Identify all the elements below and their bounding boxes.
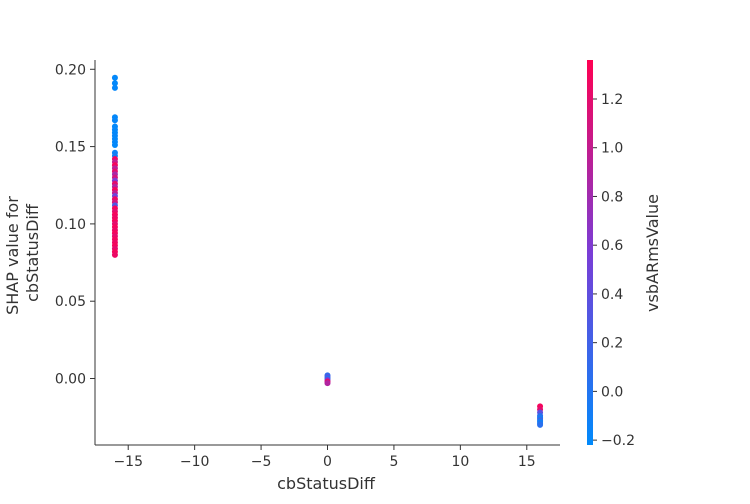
colorbar-ticks: −0.2 0.0 0.2 0.4 0.6 0.8 1.0 1.2 xyxy=(593,92,635,449)
x-axis-ticks: −15 −10 −5 0 5 10 15 xyxy=(113,445,536,470)
x-tick-label: 5 xyxy=(389,454,398,470)
y-axis-ticks: 0.00 0.05 0.10 0.15 0.20 xyxy=(55,62,95,388)
x-tick-label: 15 xyxy=(518,454,536,470)
x-tick-label: −10 xyxy=(180,454,210,470)
colorbar-tick-label: 1.0 xyxy=(601,141,623,157)
y-axis-label-line-2: cbStatusDiff xyxy=(23,203,42,302)
scatter-point-2 xyxy=(111,84,118,91)
y-tick-label: 0.00 xyxy=(55,372,86,388)
x-tick-label: 0 xyxy=(323,454,332,470)
y-tick-label: 0.20 xyxy=(55,62,86,78)
y-tick-label: 0.10 xyxy=(55,217,86,233)
scatter-point-1 xyxy=(111,80,118,87)
colorbar-tick-label: 0.4 xyxy=(601,287,623,303)
colorbar-tick-label: 0.8 xyxy=(601,189,623,205)
colorbar-tick-label: 1.2 xyxy=(601,92,623,108)
scatter-point-11 xyxy=(111,142,118,149)
colorbar-label: vsbARmsValue xyxy=(643,194,662,312)
x-tick-label: −5 xyxy=(251,454,272,470)
scatter-point-51 xyxy=(324,380,331,387)
scatter-point-0 xyxy=(111,74,118,81)
y-axis-label: SHAP value for cbStatusDiff xyxy=(3,191,42,315)
colorbar-tick-label: −0.2 xyxy=(601,433,635,449)
x-tick-label: −15 xyxy=(113,454,143,470)
colorbar xyxy=(587,60,593,445)
x-tick-label: 10 xyxy=(451,454,469,470)
colorbar-tick-label: 0.6 xyxy=(601,238,623,254)
x-axis-label: cbStatusDiff xyxy=(277,474,376,493)
scatter-point-4 xyxy=(111,117,118,124)
colorbar-tick-label: 0.0 xyxy=(601,384,623,400)
y-axis-label-line-1: SHAP value for xyxy=(3,196,22,315)
y-tick-label: 0.15 xyxy=(55,140,86,156)
y-tick-label: 0.05 xyxy=(55,294,86,310)
colorbar-tick-label: 0.2 xyxy=(601,336,623,352)
scatter-point-45 xyxy=(111,251,118,258)
scatter-point-61 xyxy=(537,421,544,428)
scatter-points xyxy=(111,74,544,428)
